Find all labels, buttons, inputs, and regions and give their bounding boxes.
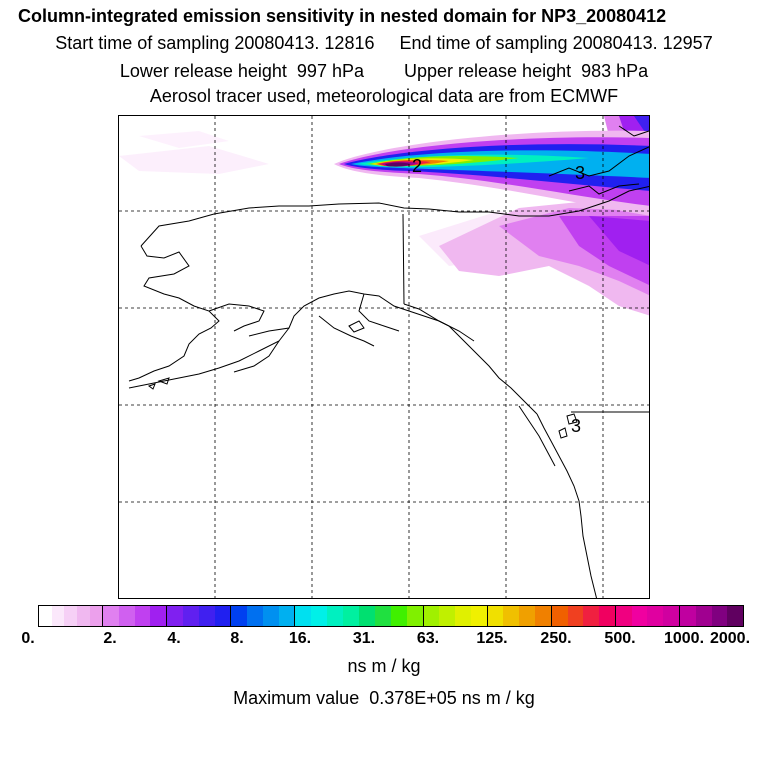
colorbar-tick-label: 31. (352, 630, 376, 647)
colorbar-tick-label: 4. (167, 630, 181, 647)
colorbar-swatch (470, 606, 487, 626)
colorbar-swatch (503, 606, 520, 626)
sensitivity-plume (334, 130, 649, 216)
colorbar-swatch (167, 606, 183, 626)
data-source: Aerosol tracer used, meteorological data… (149, 86, 619, 106)
contour-label: 3 (575, 163, 585, 183)
colorbar-swatch (391, 606, 407, 626)
colorbar-tick-labels: 0. 2. 4. 8. 16. 31. 63. 125. 250. 500. 1000. 2000. (0, 630, 768, 650)
colorbar-swatch (679, 606, 696, 626)
colorbar-swatch (198, 606, 215, 626)
colorbar-swatch (487, 606, 504, 626)
colorbar-bin (423, 606, 488, 626)
release-heights: Lower release height 997 hPa Upper relea… (119, 61, 649, 81)
colorbar-tick-label: 2000. (709, 630, 751, 647)
colorbar-swatch (663, 606, 679, 626)
colorbar-swatch (583, 606, 600, 626)
colorbar-swatch (134, 606, 151, 626)
colorbar-bin (679, 606, 744, 626)
colorbar-tick-label: 125. (476, 630, 508, 647)
colorbar-tick-label: 250. (540, 630, 572, 647)
colorbar-swatch (150, 606, 167, 626)
colorbar-swatch (311, 606, 327, 626)
colorbar-tick-label: 500. (604, 630, 636, 647)
figure-title: Column-integrated emission sensitivity i… (18, 6, 667, 26)
colorbar-tick-label: 8. (230, 630, 244, 647)
colorbar-swatch (118, 606, 135, 626)
colorbar-swatch (631, 606, 648, 626)
colorbar-swatch (342, 606, 359, 626)
sampling-times: Start time of sampling 20080413. 12816 E… (55, 33, 713, 53)
coastlines (128, 125, 649, 598)
colorbar-bin (551, 606, 616, 626)
colorbar-tick-label: 16. (288, 630, 312, 647)
contour-label: 3 (571, 416, 581, 436)
colorbar-swatch (262, 606, 279, 626)
colorbar-swatch (295, 606, 312, 626)
colorbar-tick-label: 0. (21, 630, 35, 647)
colorbar-swatch (695, 606, 712, 626)
colorbar-swatch (64, 606, 77, 626)
colorbar-swatch (89, 606, 103, 626)
colorbar-swatch (567, 606, 584, 626)
colorbar-swatch (231, 606, 248, 626)
colorbar-swatch (359, 606, 376, 626)
colorbar-swatch (182, 606, 199, 626)
colorbar-bin (103, 606, 168, 626)
colorbar-swatch (406, 606, 423, 626)
colorbar-swatch (103, 606, 119, 626)
colorbar-swatch (423, 606, 440, 626)
colorbar-bin (295, 606, 360, 626)
colorbar-swatch (599, 606, 615, 626)
colorbar-swatch (375, 606, 392, 626)
colorbar-bin (487, 606, 552, 626)
map-panel: 2 3 3 (118, 115, 650, 599)
colorbar-swatch (278, 606, 295, 626)
colorbar-swatch (51, 606, 65, 626)
colorbar-bin (167, 606, 232, 626)
maximum-value: Maximum value 0.378E+05 ns m / kg (233, 688, 535, 708)
contour-label: 2 (412, 156, 422, 176)
colorbar-swatch (326, 606, 343, 626)
colorbar-swatch (519, 606, 535, 626)
colorbar-tick-label: 2. (103, 630, 117, 647)
colorbar-bin (359, 606, 424, 626)
colorbar-tick-label: 1000. (663, 630, 705, 647)
colorbar-swatch (76, 606, 90, 626)
map-canvas: 2 3 3 (119, 116, 649, 598)
colorbar-swatch (615, 606, 632, 626)
colorbar-swatch (39, 606, 52, 626)
colorbar-swatch (551, 606, 568, 626)
colorbar-swatch (247, 606, 263, 626)
colorbar-bin (615, 606, 680, 626)
colorbar-swatch (535, 606, 551, 626)
colorbar-bin (231, 606, 296, 626)
colorbar-units: ns m / kg (347, 656, 421, 676)
colorbar-swatch (727, 606, 744, 626)
colorbar-swatch (439, 606, 456, 626)
colorbar-swatch (214, 606, 231, 626)
graticule (119, 116, 649, 598)
colorbar (38, 605, 744, 627)
colorbar-swatch (455, 606, 471, 626)
colorbar-tick-label: 63. (416, 630, 440, 647)
colorbar-swatch (647, 606, 664, 626)
colorbar-bin (39, 606, 104, 626)
colorbar-swatch (711, 606, 728, 626)
